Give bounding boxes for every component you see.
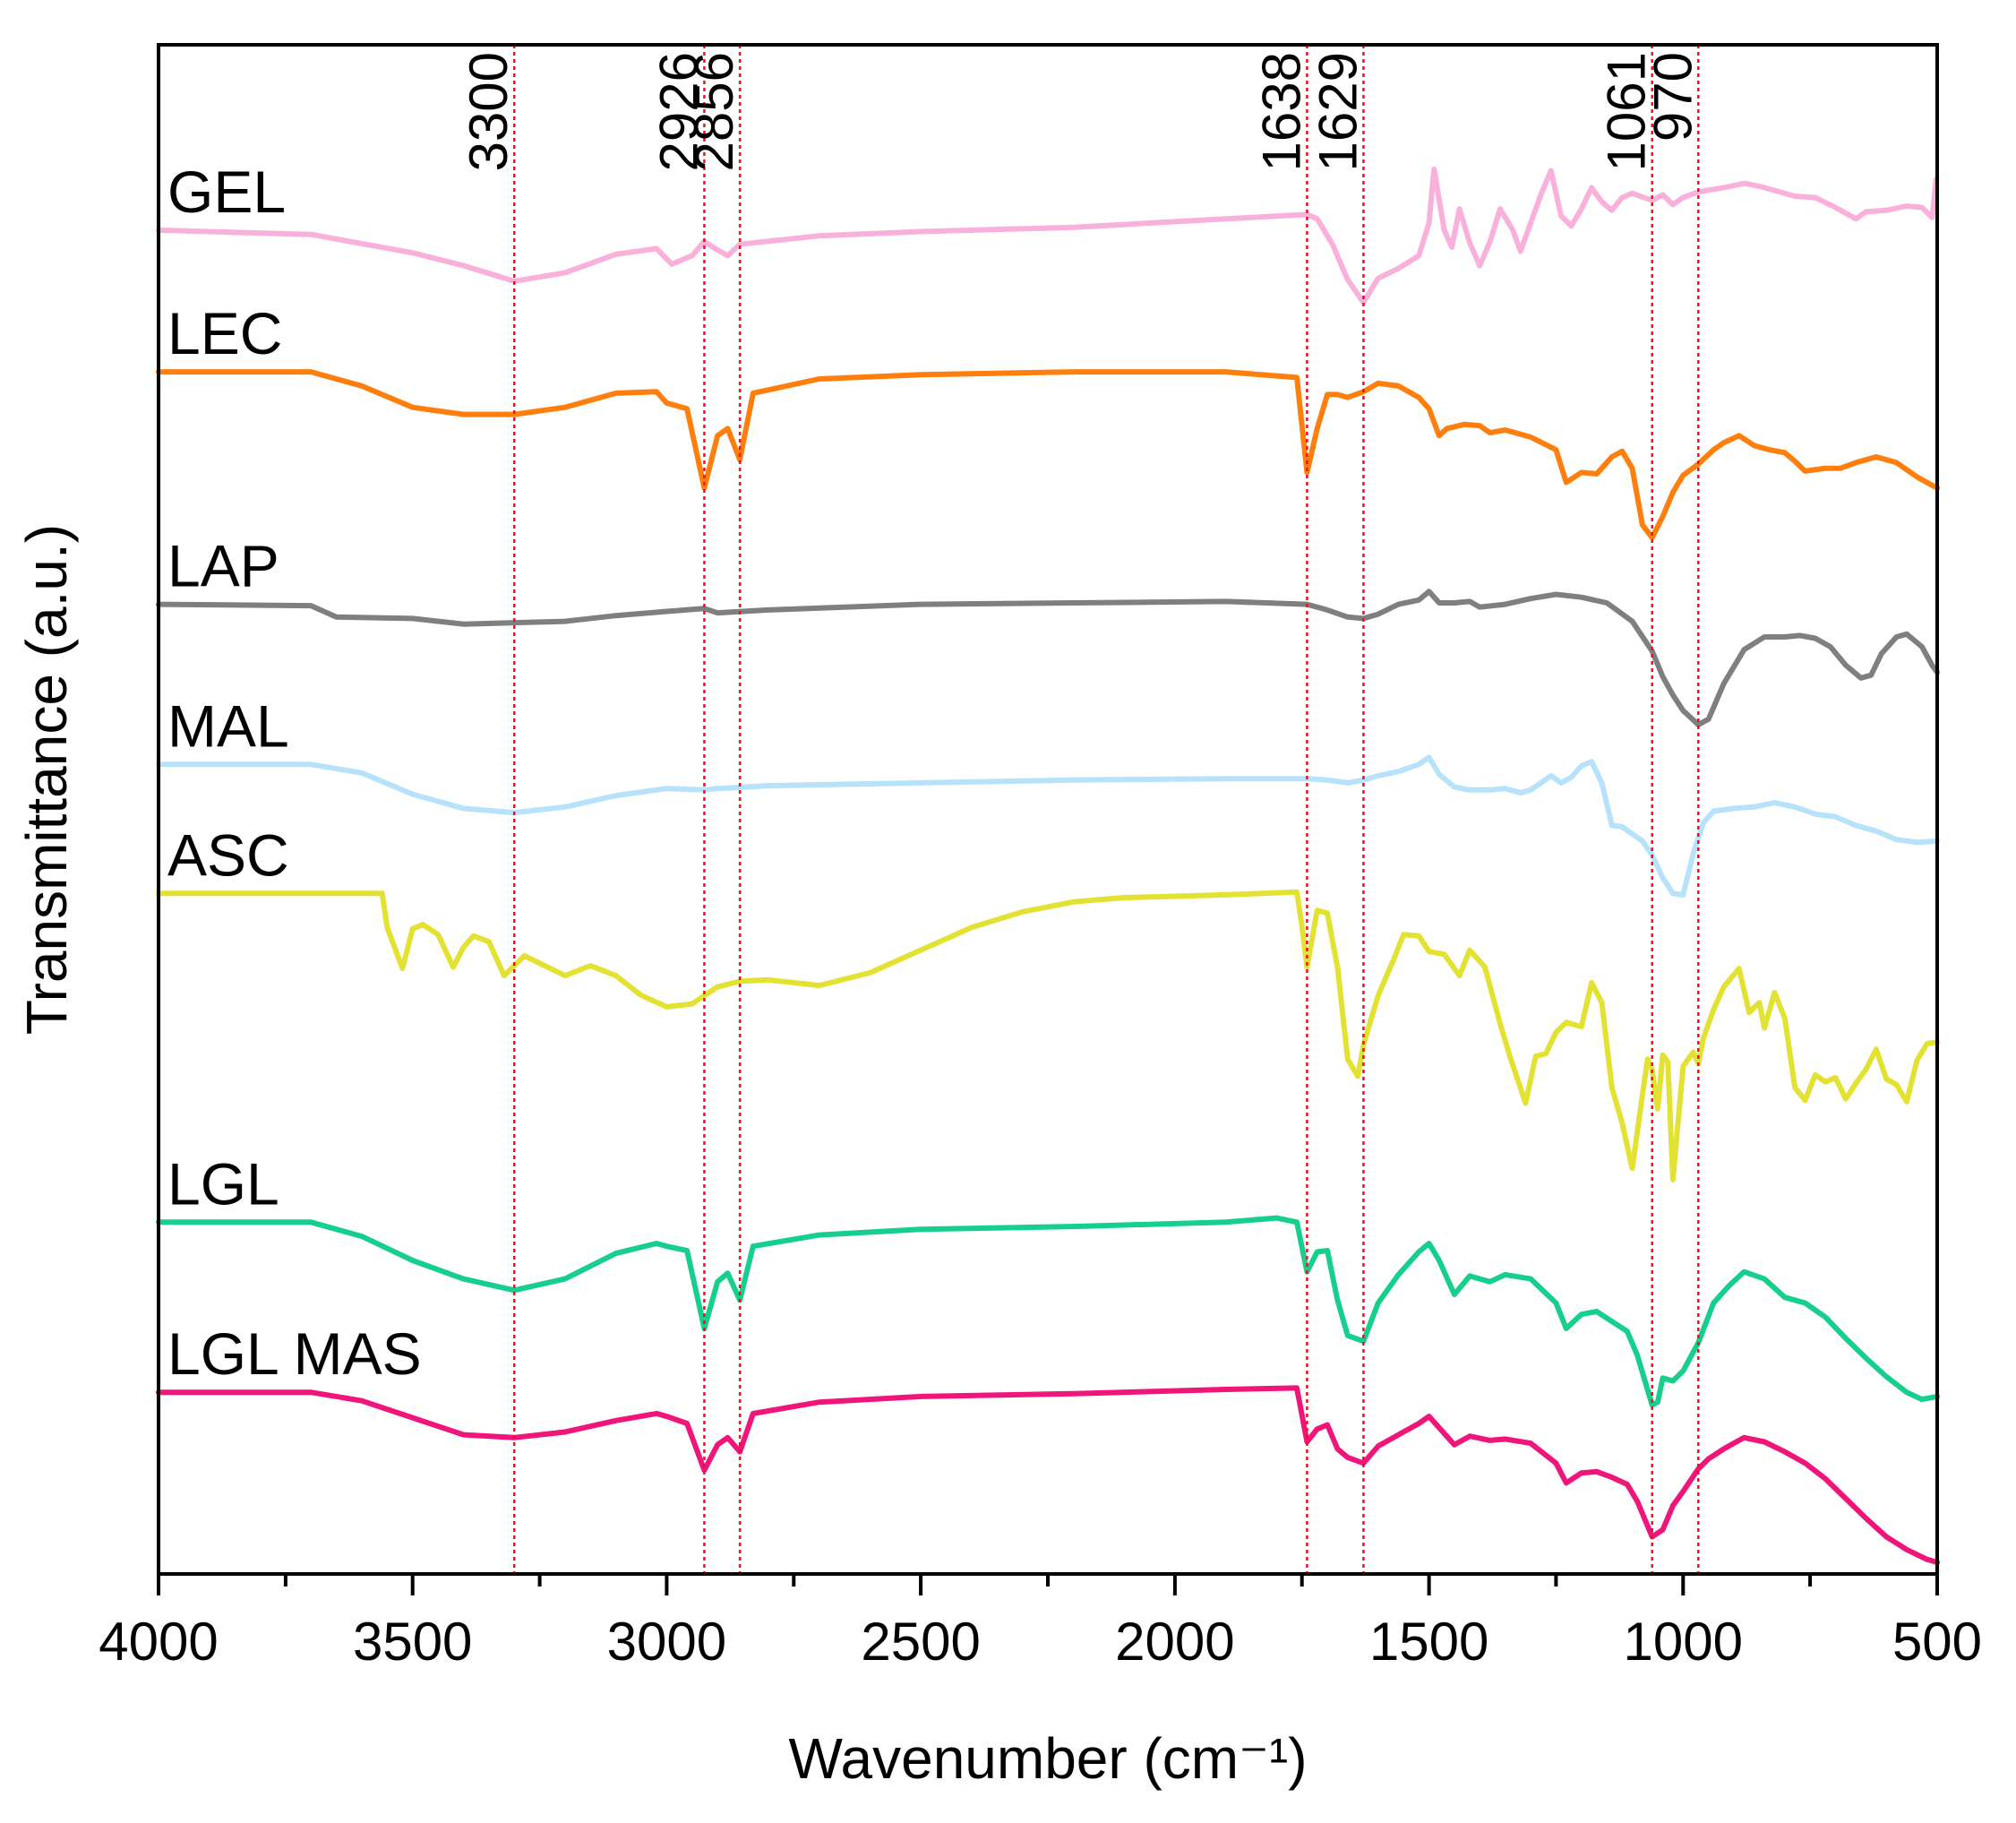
series-label: LGL MAS xyxy=(167,1320,422,1387)
series-labels: GEL LEC LAP MAL ASC LGL LGL MAS xyxy=(167,159,422,1387)
x-tick-label: 2000 xyxy=(1115,1612,1234,1672)
reference-line-label: 1638 xyxy=(1251,52,1311,171)
series-label: LGL xyxy=(167,1150,279,1217)
series-label: ASC xyxy=(167,821,289,888)
series-line-lgl-mas xyxy=(156,1385,1940,1565)
series-line-lec xyxy=(156,369,1940,541)
series-label: MAL xyxy=(167,692,289,759)
series-label: LAP xyxy=(167,533,279,599)
series-layer xyxy=(156,166,1940,1565)
series-line-mal xyxy=(156,754,1940,898)
x-axis-title: Wavenumber (cm⁻¹) xyxy=(788,1726,1307,1791)
reference-line-label: 3300 xyxy=(459,52,519,171)
reference-line-label: 2856 xyxy=(684,52,744,171)
reference-line-label: 1629 xyxy=(1308,52,1368,171)
x-tick-label: 500 xyxy=(1892,1612,1982,1672)
series-label: GEL xyxy=(167,159,286,225)
x-tick-label: 4000 xyxy=(99,1612,218,1672)
x-tick-label: 3000 xyxy=(607,1612,726,1672)
series-line-gel xyxy=(156,166,1939,305)
reference-line-label: 1061 xyxy=(1597,52,1657,171)
reference-line-label: 2926 xyxy=(648,52,708,171)
x-tick-label: 1500 xyxy=(1369,1612,1488,1672)
axes: 4000 3500 3000 2500 2000 1500 1000 500 xyxy=(99,43,1982,1672)
series-label: LEC xyxy=(167,300,282,366)
series-line-asc xyxy=(156,889,1940,1182)
series-line-lgl xyxy=(156,1215,1940,1408)
y-axis-title: Transmittance (a.u.) xyxy=(14,524,79,1035)
x-tick-label: 3500 xyxy=(353,1612,472,1672)
x-tick-label: 2500 xyxy=(861,1612,980,1672)
series-line-lap xyxy=(156,589,1940,727)
reference-line-label: 970 xyxy=(1643,52,1703,142)
x-tick-label: 1000 xyxy=(1624,1612,1743,1672)
